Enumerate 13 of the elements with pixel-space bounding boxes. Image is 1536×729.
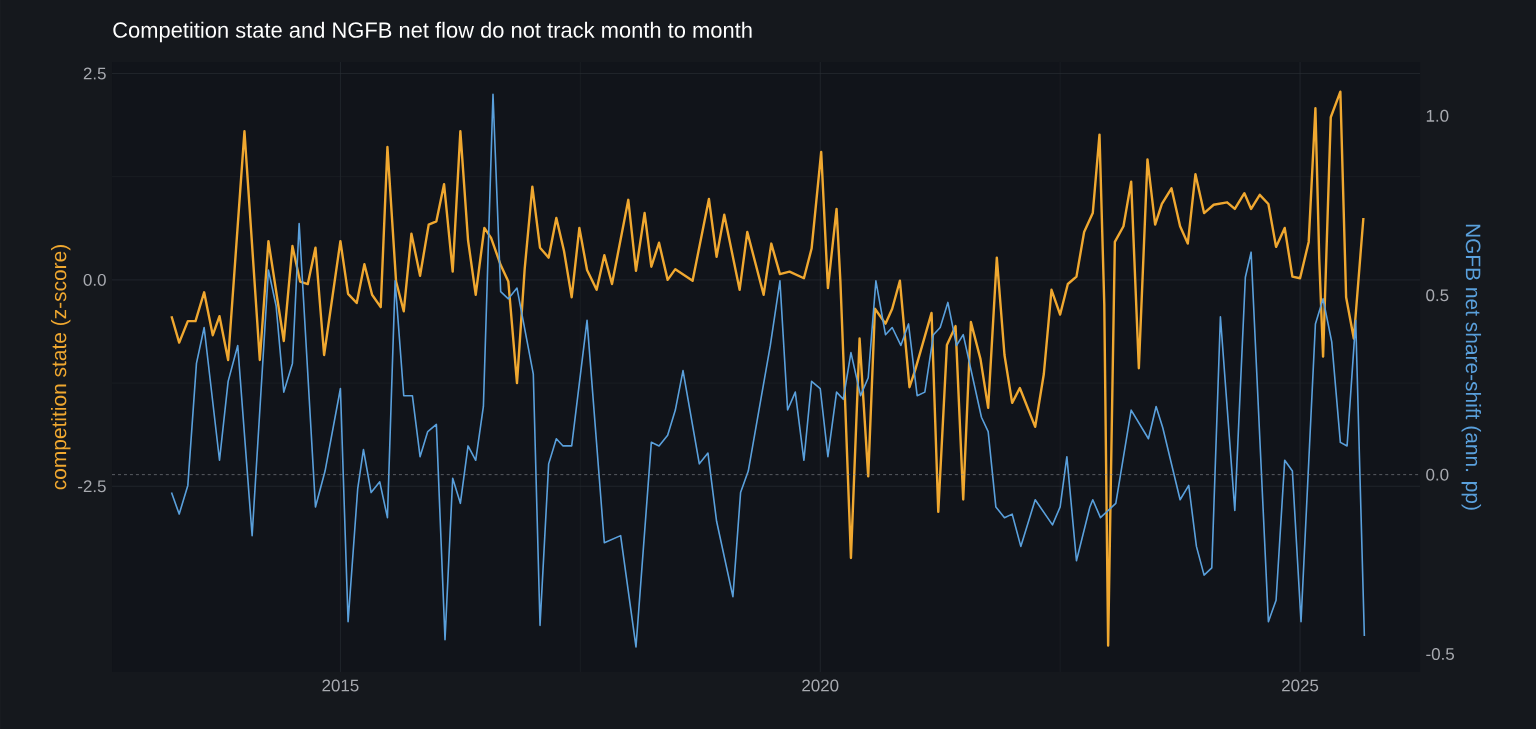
x-tick-label: 2015 xyxy=(322,679,359,692)
y2-tick-label: 0.0 xyxy=(1426,468,1449,481)
y-axis-title: competition state (z-score) xyxy=(50,245,71,490)
y2-tick-label: 0.5 xyxy=(1426,289,1449,302)
x-tick-label: 2020 xyxy=(802,679,839,692)
y-tick-label: 2.5 xyxy=(83,67,106,80)
y-tick-label: 0.0 xyxy=(83,273,106,286)
y2-tick-label: 1.0 xyxy=(1426,109,1449,122)
chart-title: Competition state and NGFB net flow do not track month to month xyxy=(113,21,752,43)
y2-axis-title: NGFB net share-shift (ann. pp) xyxy=(1461,224,1482,510)
y2-tick-label: -0.5 xyxy=(1426,648,1454,661)
x-tick-label: 2025 xyxy=(1282,679,1319,692)
y-tick-label: -2.5 xyxy=(78,480,106,493)
